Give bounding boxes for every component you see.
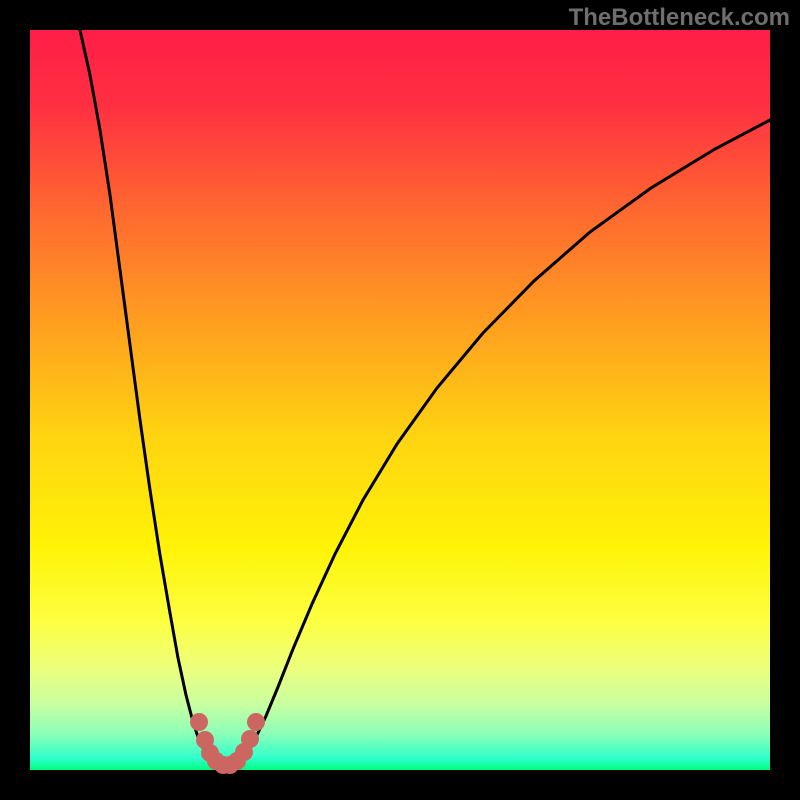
watermark-text: TheBottleneck.com (569, 4, 790, 32)
bottleneck-chart (0, 0, 800, 800)
chart-frame: { "watermark": { "text": "TheBottleneck.… (0, 0, 800, 800)
marker-dot (247, 713, 265, 731)
marker-dot (241, 730, 259, 748)
plot-background (30, 30, 770, 770)
marker-dot (190, 713, 208, 731)
